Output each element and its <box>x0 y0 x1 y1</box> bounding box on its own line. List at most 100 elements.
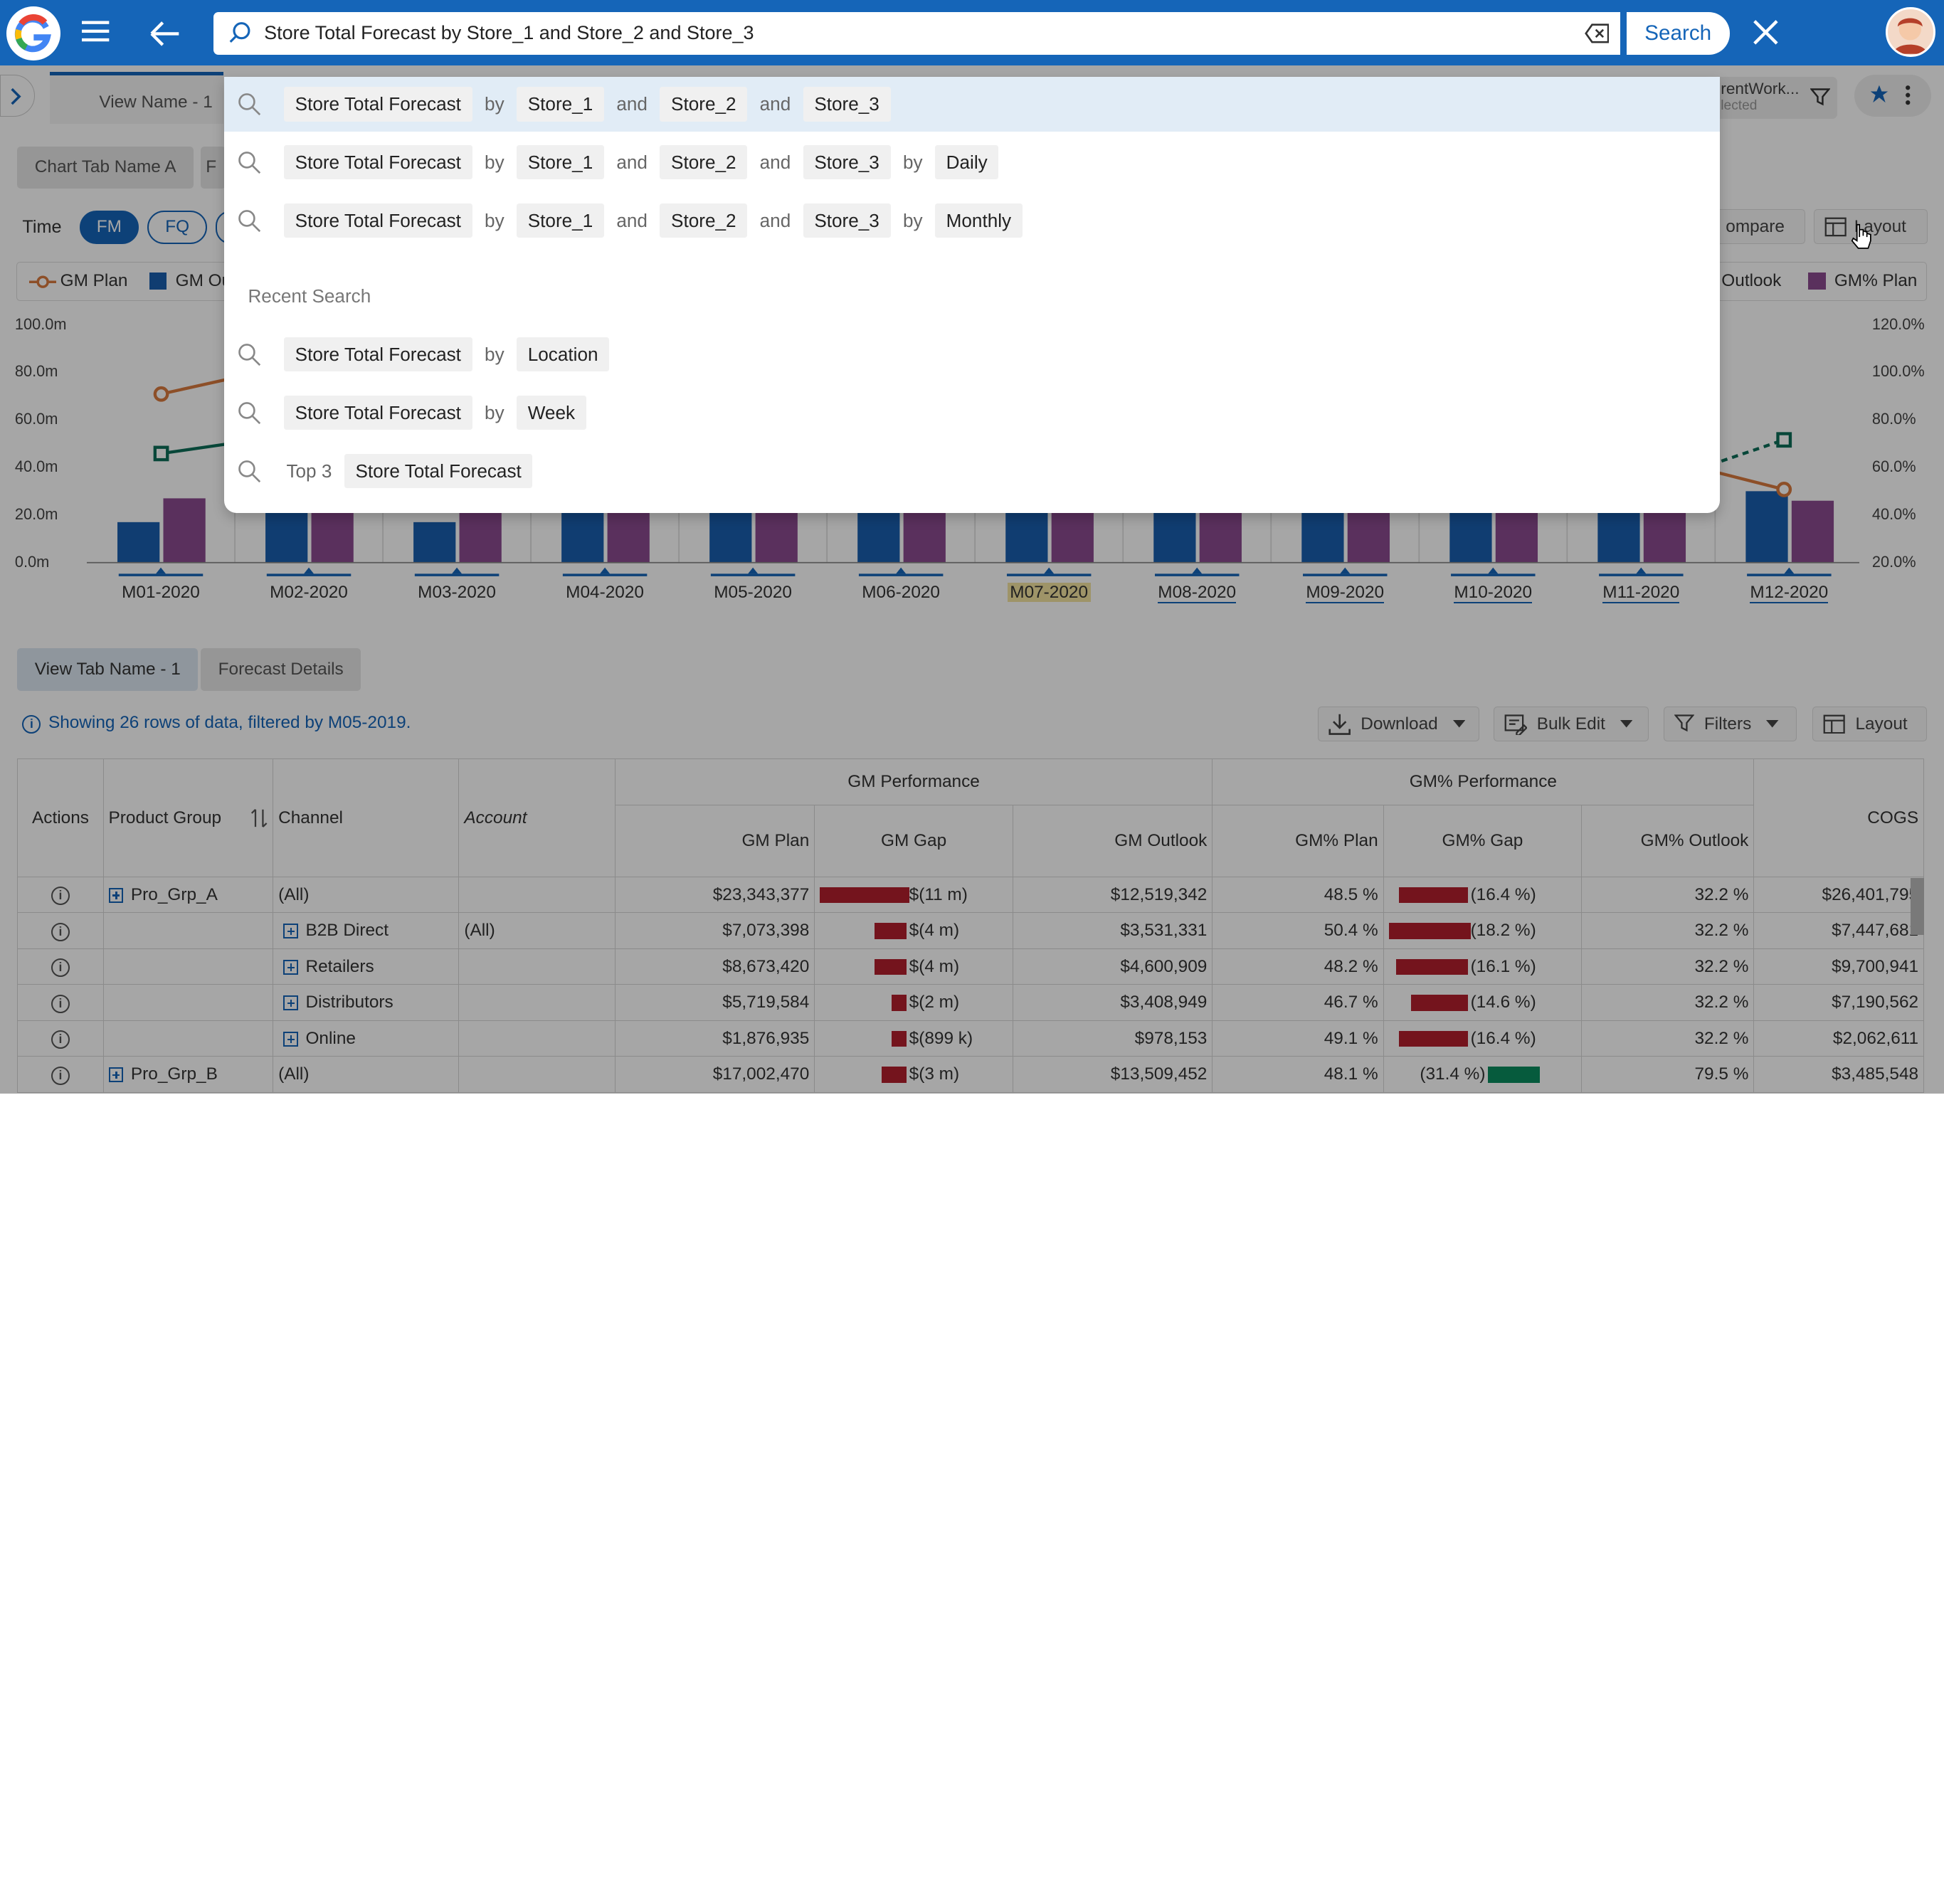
header-account[interactable]: Account <box>458 758 616 877</box>
x-tick-label[interactable]: M09-2020 <box>1306 582 1385 603</box>
filters-button[interactable]: Filters <box>1664 707 1797 741</box>
category-marker-caret <box>600 567 611 574</box>
filter-icon <box>1674 714 1694 732</box>
row-info-icon[interactable]: i <box>51 886 70 906</box>
header-gm-gap[interactable]: GM Gap <box>814 804 1013 877</box>
sort-icon[interactable] <box>250 808 268 828</box>
x-tick-label[interactable]: M03-2020 <box>418 582 496 602</box>
chart-tab-2[interactable]: F <box>201 146 226 189</box>
header-gmpct-plan[interactable]: GM% Plan <box>1212 804 1384 877</box>
gmpct-gap-bar <box>1388 923 1471 939</box>
row-info-icon[interactable]: i <box>51 1066 70 1085</box>
bar-gmpct-plan-M01-2020 <box>163 498 206 563</box>
suggestion-3[interactable]: Store Total Forecast by Store_1 and Store_2 a… <box>224 194 1719 248</box>
table-scrollbar[interactable] <box>1910 877 1925 935</box>
data-table: Actions Product Group Channel Account GM… <box>17 758 1925 1093</box>
bulk-edit-label: Bulk Edit <box>1536 714 1605 734</box>
table-row[interactable]: i Pro_Grp_B (All) $17,002,470 $(3 m) $13,… <box>17 1056 1925 1093</box>
suggestion-token: Store_2 <box>660 145 748 180</box>
download-button[interactable]: Download <box>1318 707 1479 741</box>
x-tick-label[interactable]: M06-2020 <box>862 582 940 602</box>
y-tick-right: 20.0% <box>1871 553 1916 571</box>
suggestion-token: Store Total Forecast <box>283 395 472 430</box>
filters-label: Filters <box>1703 714 1752 734</box>
search-button[interactable]: Search <box>1626 12 1730 55</box>
forecast-details-tab[interactable]: Forecast Details <box>201 648 361 691</box>
filter-selector[interactable]: rentWork... lected <box>1713 77 1838 120</box>
time-pill-fm[interactable]: FM <box>79 211 139 245</box>
x-tick-label[interactable]: M02-2020 <box>270 582 348 602</box>
suggestion-token: Store Total Forecast <box>344 453 533 489</box>
expand-icon[interactable] <box>283 1031 299 1047</box>
expand-icon[interactable] <box>283 924 299 939</box>
recent-search-heading: Recent Search <box>248 285 371 307</box>
x-tick-label[interactable]: M04-2020 <box>566 582 644 602</box>
suggestion-connector: by <box>485 401 505 423</box>
header-cogs[interactable]: COGS <box>1753 758 1925 877</box>
suggestion-connector: by <box>485 92 505 115</box>
app-logo[interactable] <box>6 6 61 61</box>
info-icon: i <box>22 714 41 734</box>
more-options-icon[interactable] <box>1904 84 1911 106</box>
menu-icon[interactable] <box>81 18 114 46</box>
star-icon[interactable] <box>1869 84 1889 104</box>
table-row[interactable]: i Retailers $8,673,420 $(4 m) $4,600,909… <box>17 948 1925 985</box>
expand-panel-button[interactable] <box>0 74 35 117</box>
header-gmpct-outlook[interactable]: GM% Outlook <box>1581 804 1755 877</box>
category-marker-caret <box>1044 567 1055 574</box>
clear-input-icon[interactable] <box>1584 23 1610 43</box>
bar-gm-outlook-M12-2020 <box>1745 491 1788 563</box>
table-row[interactable]: i B2B Direct (All) $7,073,398 $(4 m) $3,5… <box>17 912 1925 949</box>
recent-search-3[interactable]: Top 3 Store Total Forecast <box>224 444 1719 499</box>
suggestion-2[interactable]: Store Total Forecast by Store_1 and Store_2 a… <box>224 135 1719 190</box>
close-icon[interactable] <box>1748 15 1783 50</box>
header-gm-plan[interactable]: GM Plan <box>614 804 815 877</box>
suggestion-1[interactable]: Store Total Forecast by Store_1 and Store_2 a… <box>224 77 1720 132</box>
x-tick-label[interactable]: M08-2020 <box>1158 582 1237 603</box>
view-name-tab[interactable]: View Name - 1 <box>49 72 223 125</box>
bulk-edit-button[interactable]: Bulk Edit <box>1494 707 1649 741</box>
category-marker-caret <box>1340 567 1351 574</box>
header-gmpct-gap[interactable]: GM% Gap <box>1383 804 1583 877</box>
header-product-group[interactable]: Product Group <box>102 758 274 877</box>
x-tick-label[interactable]: M11-2020 <box>1602 582 1680 603</box>
cell-gm-gap: $(4 m) <box>909 956 960 976</box>
recent-search-1[interactable]: Store Total Forecast by Location <box>224 327 1719 382</box>
table-row[interactable]: i Online $1,876,935 $(899 k) $978,153 49… <box>17 1020 1925 1057</box>
row-info-icon[interactable]: i <box>51 1030 70 1049</box>
chevron-down-icon <box>1452 720 1466 728</box>
table-row[interactable]: i Pro_Grp_A (All) $23,343,377 $(11 m) $12… <box>17 876 1925 914</box>
compare-button[interactable]: ompare <box>1716 209 1805 245</box>
cell-gmpct-gap: (18.2 %) <box>1470 921 1536 941</box>
recent-search-2[interactable]: Store Total Forecast by Week <box>224 386 1719 440</box>
cell-account <box>458 1056 616 1093</box>
table-layout-button[interactable]: Layout <box>1812 707 1927 741</box>
suggestion-token: Store_1 <box>517 145 604 180</box>
expand-icon[interactable] <box>283 959 299 975</box>
header-gm-outlook[interactable]: GM Outlook <box>1012 804 1213 877</box>
suggestion-token: Store Total Forecast <box>283 145 472 180</box>
user-avatar[interactable] <box>1886 7 1935 58</box>
x-tick-label[interactable]: M12-2020 <box>1750 582 1829 603</box>
cell-gmpct-outlook: 32.2 % <box>1581 948 1755 985</box>
suggestion-token: Store Total Forecast <box>283 203 472 238</box>
x-tick-label[interactable]: M07-2020 <box>993 582 1105 603</box>
expand-icon[interactable] <box>108 887 124 903</box>
search-input[interactable]: Store Total Forecast by Store_1 and Stor… <box>213 12 1621 55</box>
expand-icon[interactable] <box>108 1067 124 1083</box>
header-channel[interactable]: Channel <box>273 758 460 877</box>
row-info-icon[interactable]: i <box>51 994 70 1013</box>
time-pill-fq[interactable]: FQ <box>147 211 207 245</box>
expand-icon[interactable] <box>283 995 299 1011</box>
x-tick-label[interactable]: M10-2020 <box>1454 582 1533 603</box>
row-info-icon[interactable]: i <box>51 922 70 941</box>
cell-channel: Online <box>305 1028 356 1048</box>
back-arrow-icon[interactable] <box>147 16 181 51</box>
x-tick-label[interactable]: M01-2020 <box>122 582 200 602</box>
search-icon <box>238 344 260 366</box>
x-tick-label[interactable]: M05-2020 <box>714 582 792 602</box>
suggestion-token: Store Total Forecast <box>283 337 472 372</box>
chart-tab-a[interactable]: Chart Tab Name A <box>17 146 194 189</box>
view-tab-1[interactable]: View Tab Name - 1 <box>17 648 199 691</box>
row-info-icon[interactable]: i <box>51 958 70 978</box>
